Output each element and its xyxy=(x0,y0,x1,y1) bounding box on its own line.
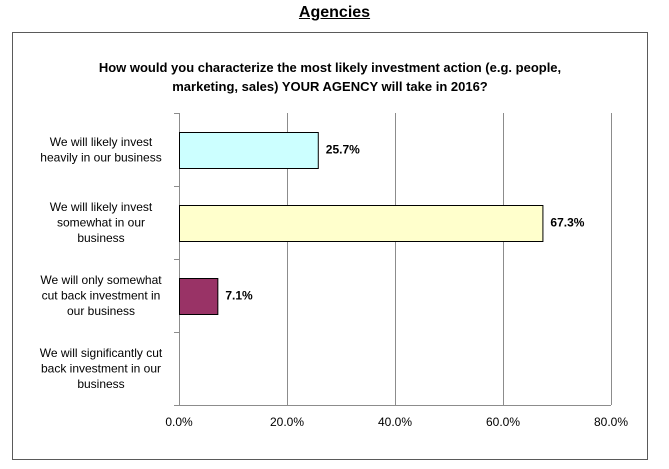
category-label: cut back investment in xyxy=(42,289,161,303)
category-label: heavily in our business xyxy=(40,150,161,164)
chart-title-line: How would you characterize the most like… xyxy=(98,60,562,75)
category-label: We will likely invest xyxy=(50,200,153,214)
bar xyxy=(179,205,544,242)
category-label: business xyxy=(77,377,124,391)
x-tick-label: 60.0% xyxy=(486,415,520,429)
category-label: somewhat in our xyxy=(57,216,145,230)
category-label: back investment in our xyxy=(41,362,161,376)
category-label: We will only somewhat xyxy=(40,273,162,287)
x-tick-label: 0.0% xyxy=(165,415,193,429)
category-label: We will significantly cut xyxy=(40,346,163,360)
page-title: Agencies xyxy=(298,4,371,21)
data-label: 25.7% xyxy=(326,143,360,157)
category-label: business xyxy=(77,231,124,245)
data-label: 7.1% xyxy=(225,289,253,303)
x-tick-label: 80.0% xyxy=(594,415,628,429)
category-label: We will likely invest xyxy=(50,135,153,149)
chart-title-line: marketing, sales) YOUR AGENCY will take … xyxy=(172,79,488,94)
chart-title: How would you characterize the most like… xyxy=(12,58,648,96)
x-tick-label: 20.0% xyxy=(270,415,304,429)
bar xyxy=(179,132,319,169)
data-label: 67.3% xyxy=(550,216,584,230)
chart-frame xyxy=(12,32,648,460)
x-tick-label: 40.0% xyxy=(378,415,412,429)
category-label: our business xyxy=(67,304,135,318)
bar xyxy=(179,278,219,315)
